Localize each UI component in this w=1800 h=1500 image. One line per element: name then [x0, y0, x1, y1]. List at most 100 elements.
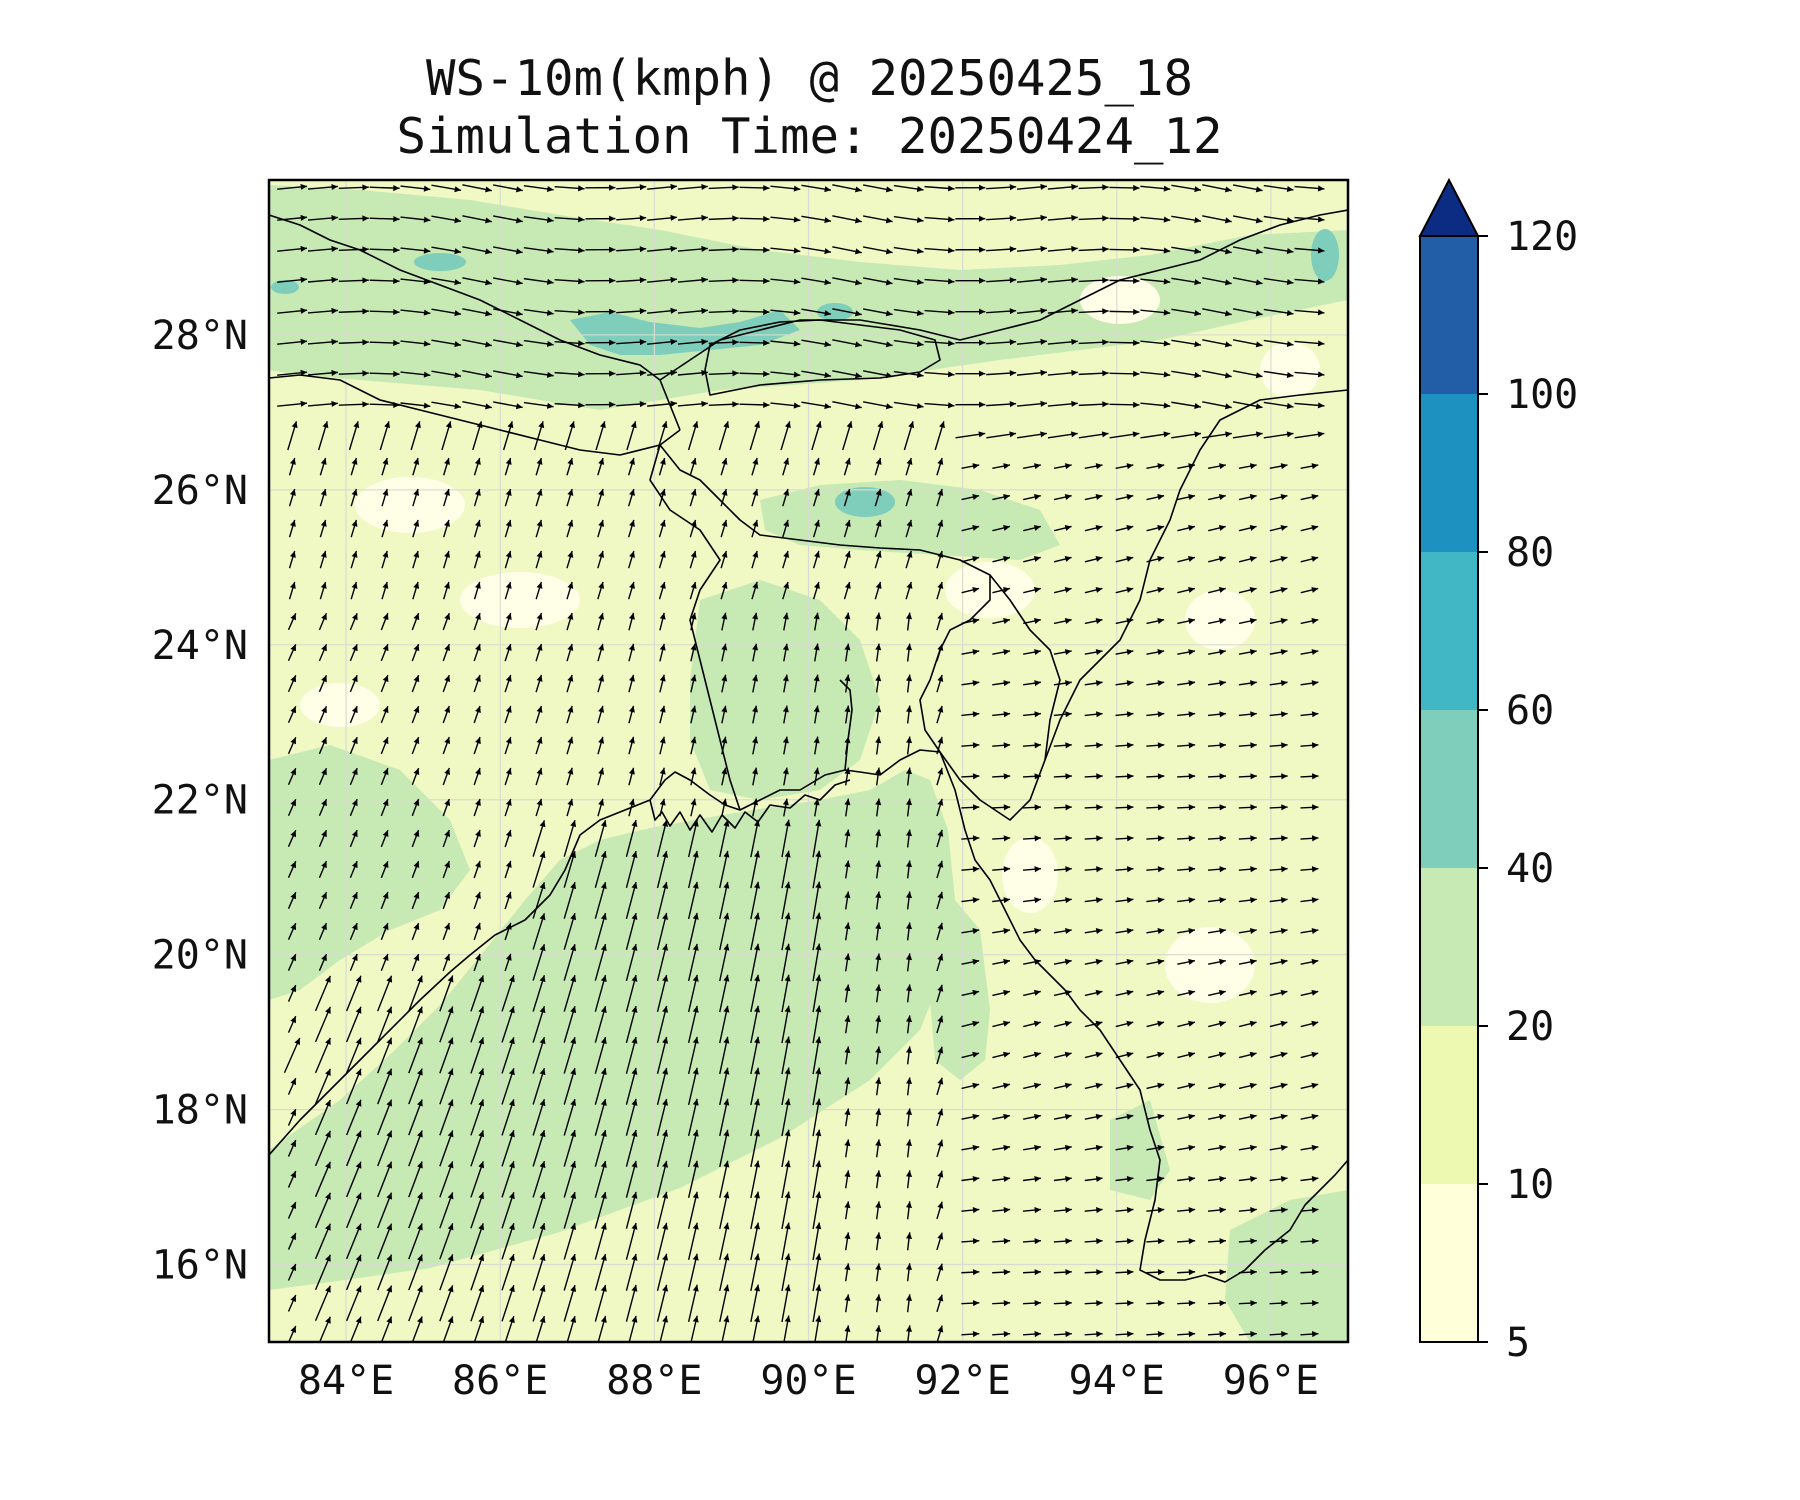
wind-arrow-head — [813, 798, 820, 806]
wind-arrow-head — [723, 1222, 730, 1230]
wind-arrow-head — [1280, 494, 1288, 501]
wind-arrow-head — [539, 820, 546, 828]
wind-arrow-head — [1311, 555, 1319, 562]
wind-arrow-head — [570, 1099, 577, 1107]
colorbar-segment — [1420, 236, 1478, 394]
wind-arrow — [532, 1006, 546, 1043]
wind-arrow-head — [793, 247, 801, 254]
wind-arrow-head — [1311, 1113, 1319, 1120]
wind-arrow — [625, 1036, 637, 1074]
wind-arrow-head — [629, 581, 635, 589]
wind-arrow-head — [1249, 525, 1257, 531]
wind-arrow-head — [515, 372, 523, 379]
wind-arrow-head — [362, 370, 369, 377]
wind-arrow-head — [1126, 555, 1134, 562]
wind-arrow-head — [1003, 525, 1010, 531]
wind-arrow-head — [906, 519, 913, 527]
wind-arrow-head — [393, 308, 400, 316]
wind-arrow-head — [1040, 431, 1047, 438]
wind-arrow-head — [662, 820, 669, 827]
wind-arrow-head — [875, 767, 882, 775]
wind-arrow-head — [478, 1068, 485, 1076]
wind-arrow-head — [539, 975, 546, 983]
wind-arrow-head — [905, 1015, 913, 1023]
wind-arrow-head — [754, 421, 760, 429]
wind-arrow-head — [290, 954, 296, 962]
wind-arrow-head — [536, 550, 543, 558]
wind-arrow-head — [325, 1130, 331, 1138]
wind-arrow-head — [1003, 773, 1011, 780]
wind-arrow — [345, 1037, 362, 1074]
wind-arrow — [594, 1098, 607, 1136]
wind-arrow-head — [1219, 1207, 1226, 1214]
wind-arrow — [656, 974, 668, 1013]
wind-arrow-head — [1218, 1051, 1226, 1058]
wind-arrow — [377, 975, 393, 1012]
wind-arrow-head — [321, 706, 327, 714]
wind-arrow-head — [754, 1191, 761, 1199]
wind-arrow-head — [1126, 525, 1134, 531]
wind-arrow-head — [814, 550, 820, 558]
wind-arrow-head — [1250, 1175, 1257, 1182]
wind-arrow-head — [1224, 186, 1232, 193]
wind-arrow-head — [701, 400, 708, 407]
wind-arrow-head — [536, 705, 543, 713]
speed-zone-bay-of-bengal — [269, 770, 955, 1290]
wind-arrow — [314, 1006, 331, 1043]
wind-arrow — [625, 850, 637, 889]
wind-arrow-head — [972, 1300, 980, 1307]
wind-arrow-head — [701, 183, 708, 191]
wind-arrow-head — [1250, 1238, 1257, 1245]
wind-arrow-head — [290, 1233, 296, 1241]
wind-arrow-head — [844, 1294, 851, 1302]
wind-arrow-head — [1133, 277, 1140, 284]
wind-arrow-head — [1219, 866, 1226, 873]
wind-arrow-head — [1255, 403, 1263, 410]
wind-arrow-head — [692, 974, 699, 982]
wind-arrow-head — [844, 798, 851, 806]
wind-arrow-head — [578, 371, 585, 378]
wind-arrow-head — [815, 1191, 822, 1199]
wind-arrow-head — [444, 519, 450, 527]
wind-arrow — [656, 1222, 668, 1260]
wind-arrow-head — [815, 1222, 822, 1230]
wind-arrow-head — [885, 186, 893, 193]
wind-arrow — [345, 1099, 362, 1136]
wind-arrow-head — [1064, 1144, 1072, 1151]
wind-arrow-head — [844, 581, 851, 589]
wind-arrow — [781, 1098, 790, 1137]
wind-arrow-head — [598, 798, 605, 806]
wind-arrow-head — [570, 1316, 577, 1323]
wind-arrow-head — [1064, 1082, 1072, 1089]
colorbar-segment — [1420, 552, 1478, 710]
wind-arrow — [812, 1129, 821, 1168]
wind-arrow-head — [1188, 1269, 1196, 1276]
wind-arrow-head — [1250, 1300, 1257, 1307]
wind-arrow-head — [752, 736, 759, 744]
wind-arrow-head — [1034, 1113, 1041, 1120]
wind-arrow-head — [423, 278, 431, 285]
wind-arrow-head — [1157, 494, 1165, 501]
wind-arrow-head — [386, 1099, 393, 1107]
wind-arrow-head — [1286, 278, 1294, 286]
wind-arrow-head — [631, 944, 638, 951]
wind-arrow-head — [631, 1098, 638, 1106]
wind-arrow-head — [1003, 1207, 1011, 1214]
wind-arrow — [501, 1068, 515, 1105]
wind-arrow-head — [1311, 680, 1319, 687]
wind-arrow-head — [393, 185, 400, 192]
wind-arrow-head — [690, 550, 697, 558]
wind-arrow-head — [331, 400, 338, 407]
wind-arrow-head — [505, 891, 512, 899]
wind-arrow-head — [1126, 618, 1134, 624]
wind-arrow-head — [539, 1161, 546, 1169]
wind-arrow-head — [670, 307, 677, 314]
wind-arrow-head — [662, 912, 669, 920]
wind-arrow-head — [721, 798, 728, 806]
wind-arrow-head — [570, 882, 577, 890]
wind-arrow-head — [536, 736, 543, 744]
wind-arrow-head — [815, 1160, 822, 1168]
wind-arrow-head — [351, 550, 358, 558]
wind-arrow-head — [539, 1192, 546, 1200]
wind-arrow-head — [1064, 586, 1072, 593]
